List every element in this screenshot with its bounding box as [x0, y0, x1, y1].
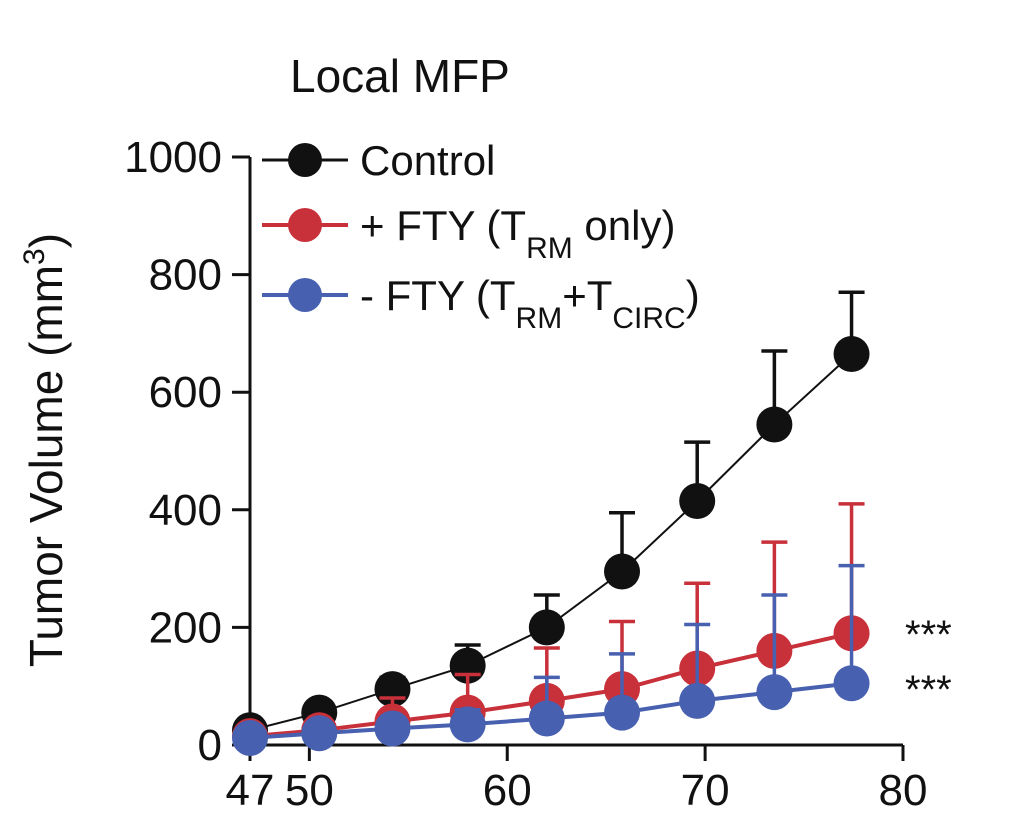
data-point-fty-trm-tcirc-2 [374, 710, 411, 747]
plot-area [232, 290, 870, 756]
data-point-control-6 [679, 482, 716, 519]
y-axis-label: Tumor Volume (mm3) [18, 233, 72, 667]
x-tick-label-47: 47 [226, 766, 275, 815]
significance-fty-plus: *** [905, 613, 952, 657]
y-tick-label-600: 600 [149, 368, 222, 417]
data-point-control-7 [756, 406, 793, 443]
y-tick-label-800: 800 [149, 251, 222, 300]
significance-fty-minus: *** [905, 668, 952, 712]
data-point-fty-trm-tcirc-7 [756, 674, 793, 711]
data-point-fty-trm-tcirc-0 [232, 719, 268, 756]
y-axis-label-sup: 3 [18, 248, 51, 265]
y-axis-label-main: Tumor Volume (mm [20, 265, 72, 667]
series-fty-trm-tcirc [232, 563, 870, 756]
data-point-fty-trm-tcirc-5 [604, 694, 641, 731]
x-tick-label-80: 80 [879, 766, 928, 815]
y-tick-label-400: 400 [149, 486, 222, 535]
legend-swatch-fty-plus [288, 208, 322, 242]
data-point-fty-trm-tcirc-1 [301, 715, 338, 752]
y-tick-label-200: 200 [149, 603, 222, 652]
legend-label-fty-plus: + FTY (TRM only) [360, 202, 675, 265]
data-point-fty-trm-tcirc-3 [449, 706, 486, 743]
y-axis-label-close: ) [20, 233, 72, 248]
legend-label-control: Control [360, 137, 495, 184]
x-tick-label-60: 60 [483, 766, 532, 815]
data-point-control-5 [604, 553, 641, 590]
x-tick-label-70: 70 [681, 766, 730, 815]
data-point-control-4 [528, 609, 565, 646]
legend-swatch-fty-minus [288, 278, 322, 312]
y-tick-label-0: 0 [198, 721, 222, 770]
data-point-fty-trm-tcirc-6 [679, 682, 716, 719]
legend-label-fty-minus: - FTY (TRM+TCIRC) [360, 272, 700, 335]
series-line-control [249, 353, 853, 732]
data-point-fty-trm-tcirc-8 [833, 665, 870, 702]
legend: Control + FTY (TRM only) - FTY (TRM+TCIR… [262, 137, 700, 335]
axes: 0 200 400 600 800 1000 47 50 60 70 80 [124, 133, 927, 815]
data-point-fty-trm-tcirc-4 [528, 700, 565, 737]
chart-title: Local MFP [290, 50, 510, 102]
data-point-control-8 [833, 335, 870, 372]
x-tick-label-50: 50 [285, 766, 334, 815]
y-tick-label-1000: 1000 [124, 133, 222, 182]
legend-swatch-control [288, 143, 322, 177]
